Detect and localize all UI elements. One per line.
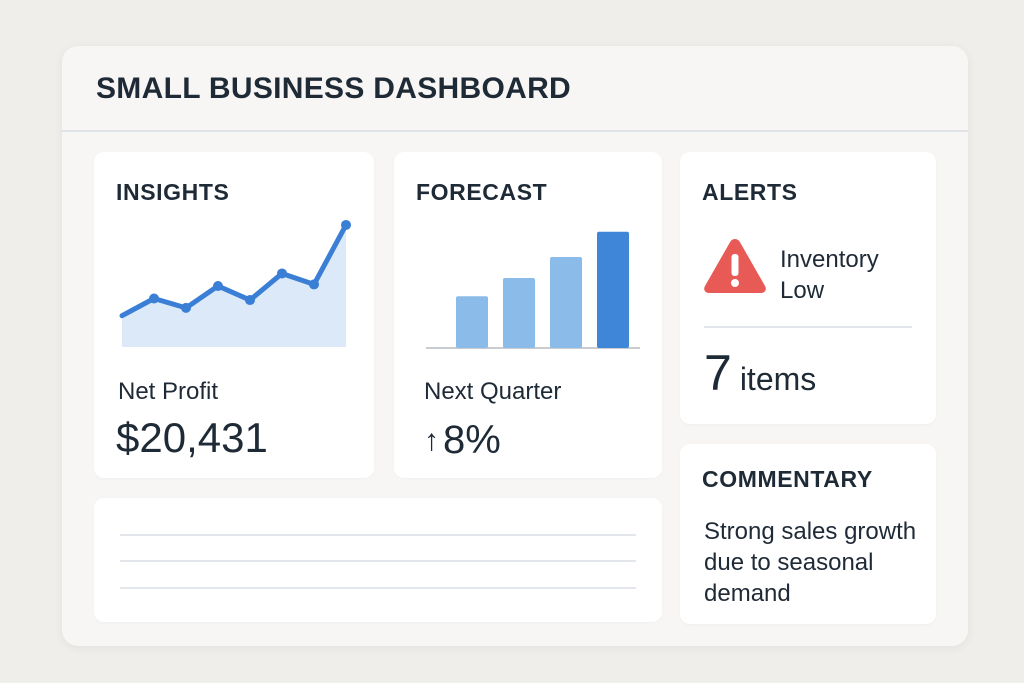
insights-title: INSIGHTS — [116, 179, 230, 205]
net-profit-value: $20,431 — [116, 414, 268, 461]
chart-bar — [503, 278, 535, 348]
chart-bar — [456, 296, 488, 348]
chart-point — [149, 293, 159, 304]
chart-bar — [550, 257, 582, 348]
alerts-card[interactable]: ALERTS Inventory Low 7 items — [680, 152, 936, 424]
alert-count: 7 items — [704, 344, 816, 402]
alert-count-number: 7 — [704, 345, 732, 401]
insights-line-chart — [119, 219, 351, 347]
alert-divider — [704, 326, 912, 328]
notes-line — [120, 534, 636, 536]
alert-count-unit: items — [739, 361, 817, 397]
chart-point — [277, 268, 287, 279]
forecast-bar-chart — [426, 231, 640, 349]
forecast-growth-number: 8% — [443, 418, 501, 462]
forecast-card[interactable]: FORECAST Next Quarter ↑ 8% — [394, 152, 662, 478]
commentary-card[interactable]: COMMENTARY Strong sales growth due to se… — [680, 444, 936, 624]
chart-point — [213, 280, 223, 291]
arrow-up-icon: ↑ — [424, 424, 439, 457]
notes-line — [120, 560, 636, 562]
chart-point — [181, 302, 191, 313]
forecast-growth-value: ↑ 8% — [424, 418, 501, 463]
chart-bar — [597, 231, 629, 348]
forecast-title: FORECAST — [416, 179, 548, 205]
chart-point — [309, 279, 319, 290]
next-quarter-label: Next Quarter — [424, 378, 562, 405]
alert-message: Inventory Low — [780, 246, 879, 304]
dashboard-panel: SMALL BUSINESS DASHBOARD INSIGHTS Net Pr… — [62, 46, 968, 646]
dashboard-header: SMALL BUSINESS DASHBOARD — [62, 46, 968, 132]
chart-line — [119, 222, 349, 319]
warning-icon — [704, 239, 766, 293]
notes-line — [120, 587, 636, 589]
insights-card[interactable]: INSIGHTS Net Profit $20,431 — [94, 152, 374, 478]
net-profit-label: Net Profit — [118, 378, 219, 405]
commentary-text: Strong sales growth due to seasonal dema… — [704, 518, 917, 607]
commentary-title: COMMENTARY — [702, 466, 873, 492]
page-title: SMALL BUSINESS DASHBOARD — [96, 72, 572, 105]
chart-area-fill — [122, 224, 346, 347]
chart-point — [245, 295, 255, 306]
chart-point — [341, 219, 351, 230]
alerts-title: ALERTS — [702, 179, 798, 205]
notes-card[interactable] — [94, 498, 662, 622]
